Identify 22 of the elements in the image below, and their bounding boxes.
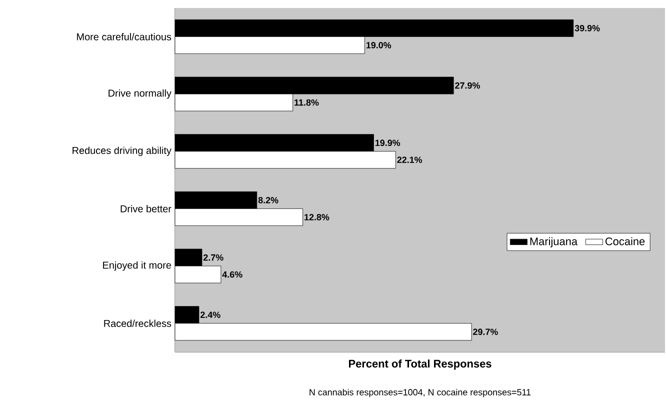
y-tick-label: More careful/cautious [77,33,172,40]
y-tick-label: Drive normally [108,89,172,99]
data-label: 39.9% [574,24,600,32]
data-label: 27.9% [455,82,480,89]
text: N cannabis responses=1004, N cocaine responses=511 [310,388,531,398]
data-label: 19.9% [375,140,400,146]
y-tick-label: Reduces driving ability [72,146,172,156]
data-label: 11.8% [294,99,319,106]
y-tick-label: Enjoyed it more [103,261,172,271]
y-tick-label: Drive better [120,205,172,212]
data-label: 2.4% [200,312,220,318]
data-label: 4.6% [222,271,242,278]
data-label: 19.0% [366,42,392,48]
legend-label: Marijuana [530,237,578,248]
y-tick-label: Raced/reckless [104,320,172,327]
data-label: 2.7% [203,254,224,261]
data-label: 22.1% [397,156,422,163]
legend-label: Cocaine [605,237,645,246]
data-label: 8.2% [258,196,278,204]
data-label: 29.7% [473,328,498,336]
x-axis-title: Percent of Total Responses [348,360,492,370]
data-label: 12.8% [304,214,330,220]
